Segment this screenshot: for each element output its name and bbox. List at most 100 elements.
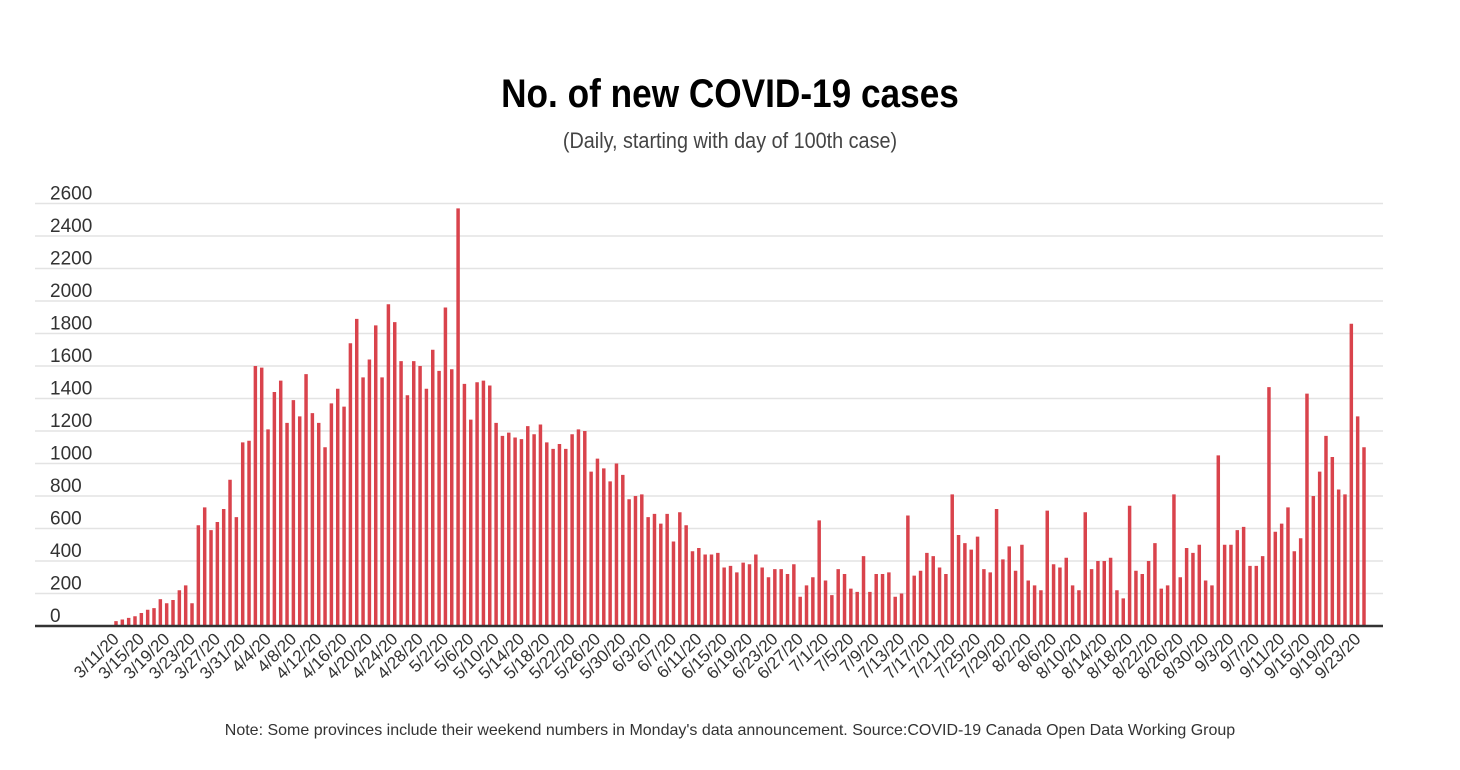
bar — [291, 400, 296, 627]
bar — [1121, 598, 1126, 627]
bar — [975, 536, 980, 627]
bar — [570, 434, 574, 626]
bar — [868, 591, 872, 627]
bar — [405, 395, 410, 626]
bar — [1159, 588, 1164, 627]
bar — [1026, 580, 1030, 626]
y-tick-label: 2000 — [50, 281, 92, 302]
bar — [652, 513, 657, 627]
bar — [1267, 387, 1271, 627]
bar — [177, 590, 182, 626]
bar — [418, 366, 422, 626]
bar — [1096, 561, 1100, 626]
bar — [614, 463, 619, 626]
bar — [874, 574, 878, 626]
bar — [462, 383, 467, 627]
bar — [234, 517, 239, 627]
bar — [481, 380, 486, 627]
bar — [532, 434, 536, 626]
bar — [342, 406, 346, 627]
bar — [240, 442, 245, 627]
bar — [412, 361, 416, 627]
bar — [1203, 580, 1208, 626]
bar — [1330, 457, 1335, 626]
bar — [443, 307, 448, 626]
bar — [899, 593, 904, 626]
bar — [1039, 590, 1043, 626]
bar — [773, 569, 777, 627]
bar — [513, 437, 517, 626]
bar — [1197, 544, 1202, 626]
bar — [1178, 577, 1183, 626]
bar — [386, 304, 391, 626]
bar — [785, 574, 790, 626]
bar — [557, 444, 562, 626]
bar — [399, 361, 403, 627]
bar — [950, 494, 954, 627]
y-tick-label: 1200 — [50, 411, 92, 432]
bar — [1355, 416, 1360, 627]
bar — [880, 574, 885, 626]
bar — [982, 569, 986, 627]
bar — [1260, 556, 1265, 627]
y-tick-label: 1600 — [50, 346, 92, 367]
bar — [1343, 494, 1347, 627]
bar — [608, 481, 612, 627]
bar — [1184, 548, 1189, 626]
bar — [215, 522, 220, 626]
bar — [665, 513, 669, 627]
bar — [906, 515, 910, 626]
bar — [196, 525, 201, 626]
bar — [329, 403, 334, 627]
bar — [1248, 565, 1252, 627]
bar — [842, 574, 847, 626]
bar — [1235, 530, 1240, 627]
bar — [918, 570, 923, 626]
bar — [354, 318, 359, 627]
bar — [925, 552, 929, 627]
bar — [285, 422, 289, 627]
bar — [817, 520, 821, 627]
bar — [310, 413, 315, 627]
bar — [266, 429, 270, 627]
bar — [1083, 512, 1087, 626]
bar — [811, 577, 815, 626]
bar — [253, 366, 258, 626]
bar — [1020, 544, 1024, 626]
bar — [190, 603, 194, 626]
bar — [1298, 538, 1303, 626]
bar — [1279, 523, 1284, 627]
bar — [1001, 559, 1005, 627]
y-tick-label: 2400 — [50, 216, 92, 237]
bar — [912, 575, 916, 627]
bar — [659, 523, 663, 627]
bar — [684, 525, 688, 626]
bar — [1146, 561, 1151, 626]
bar — [139, 613, 144, 626]
bar — [1229, 544, 1233, 626]
bar — [627, 499, 631, 626]
bar — [621, 474, 625, 627]
bar — [988, 572, 992, 627]
bar — [450, 369, 454, 626]
bar — [1070, 585, 1075, 627]
bar — [1241, 526, 1246, 627]
chart-title: No. of new COVID-19 cases — [501, 72, 959, 116]
bar — [1045, 510, 1049, 627]
bar — [494, 422, 498, 627]
bar — [393, 322, 397, 627]
bar — [583, 431, 587, 626]
bar — [114, 621, 118, 627]
bar — [703, 554, 707, 626]
bar — [1140, 574, 1145, 626]
bar — [690, 551, 695, 626]
bar — [722, 567, 726, 626]
bar — [1115, 590, 1119, 626]
bar — [855, 591, 859, 627]
bar — [126, 617, 131, 627]
bar — [164, 603, 169, 626]
bar — [564, 448, 568, 627]
y-tick-label: 200 — [50, 574, 82, 595]
bar — [1273, 531, 1278, 626]
